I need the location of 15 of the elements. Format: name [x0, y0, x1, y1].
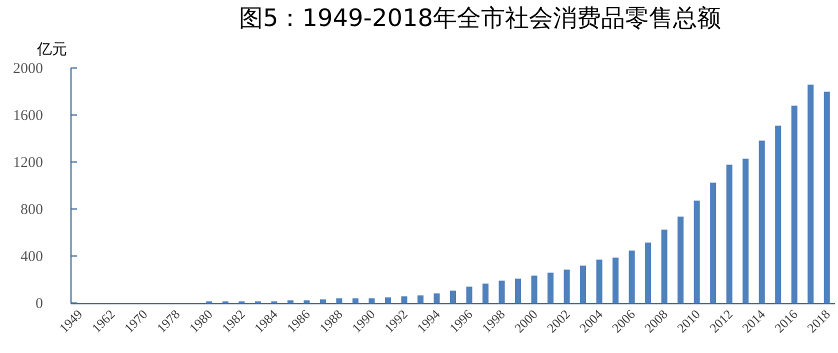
ytick: 1200 [13, 155, 43, 171]
ytick: 2000 [13, 61, 43, 77]
ytick: 0 [36, 296, 43, 312]
xtick: 1982 [218, 306, 248, 336]
xtick: 1990 [348, 306, 378, 336]
ytick: 800 [20, 202, 43, 218]
xtick: 1980 [186, 306, 216, 336]
title: 图5：1949-2018年全市社会消费品零售总额 [238, 4, 722, 32]
ylabel: 亿元 [37, 40, 67, 58]
xtick: 1970 [121, 306, 150, 336]
xtick: 1949 [56, 306, 86, 336]
ytick: 400 [20, 249, 43, 265]
xtick: 1962 [88, 306, 118, 336]
ytick: 1600 [13, 108, 43, 124]
xtick: 1992 [381, 306, 410, 336]
